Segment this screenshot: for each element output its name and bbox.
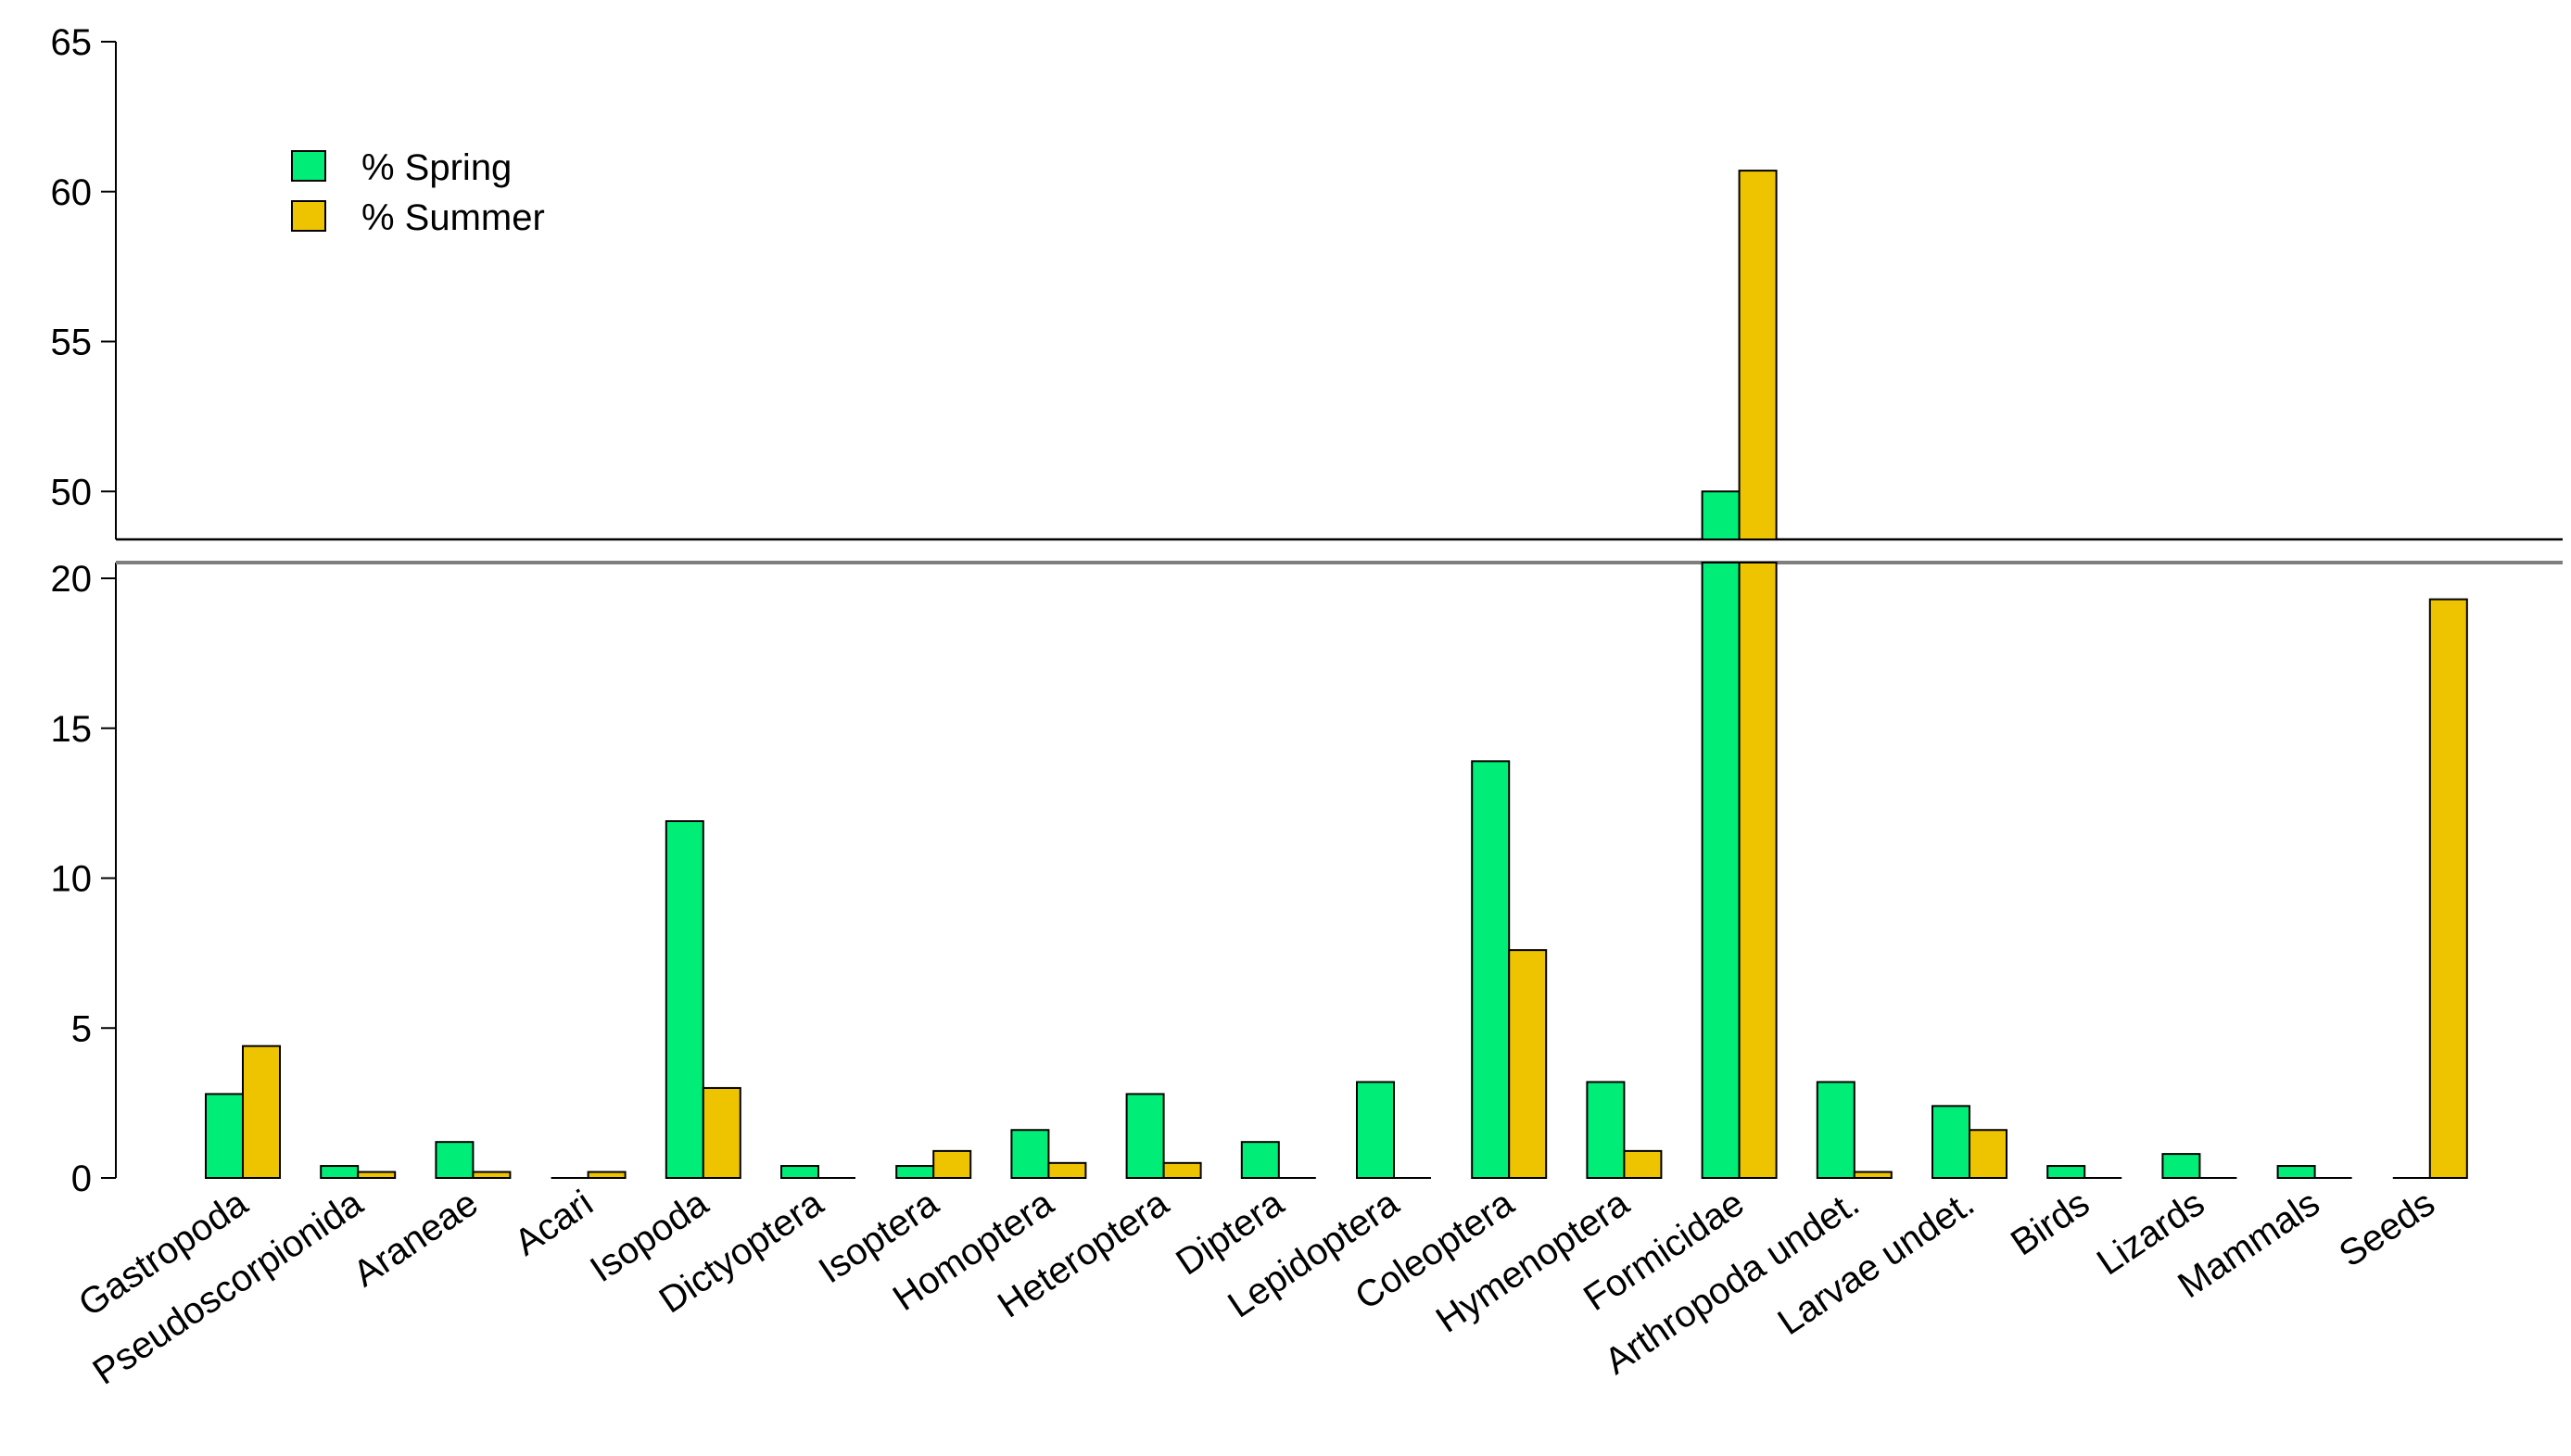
y-tick-label: 60 bbox=[51, 172, 93, 213]
bar-spring bbox=[780, 1165, 819, 1180]
y-tick-label: 15 bbox=[51, 709, 93, 750]
y-tick-label: 5 bbox=[71, 1008, 92, 1049]
bar-summer bbox=[242, 1045, 281, 1180]
x-tick-label: Acari bbox=[507, 1183, 600, 1263]
y-tick-label: 10 bbox=[51, 859, 93, 900]
legend-swatch-summer bbox=[291, 200, 326, 232]
y-tick-label: 0 bbox=[71, 1158, 92, 1199]
bar-summer bbox=[472, 1171, 512, 1180]
bar-summer bbox=[702, 1086, 741, 1179]
y-tick-label: 20 bbox=[51, 559, 93, 600]
bar-spring bbox=[1125, 1093, 1165, 1180]
legend-label-summer: % Summer bbox=[361, 197, 545, 238]
x-tick-label: Seeds bbox=[2332, 1183, 2442, 1275]
bar-summer bbox=[1047, 1161, 1087, 1179]
bar-spring bbox=[1356, 1081, 1395, 1179]
bar-spring bbox=[1010, 1129, 1050, 1179]
bar-spring bbox=[1701, 562, 1741, 1179]
bar-summer bbox=[587, 1171, 627, 1180]
bar-summer-upper bbox=[1738, 170, 1778, 540]
bars bbox=[205, 170, 2468, 1180]
bar-summer bbox=[2428, 598, 2468, 1179]
x-tick-label: Araneae bbox=[346, 1183, 485, 1295]
bar-spring bbox=[320, 1165, 360, 1180]
y-tick-label: 50 bbox=[51, 472, 93, 513]
x-tick-label: Hymenoptera bbox=[1429, 1183, 1637, 1341]
bar-summer bbox=[932, 1149, 972, 1180]
bar-spring bbox=[1586, 1081, 1626, 1179]
bar-spring bbox=[895, 1165, 935, 1180]
break-band bbox=[112, 539, 2563, 563]
bar-summer bbox=[1738, 562, 1778, 1179]
bar-summer bbox=[1969, 1129, 2007, 1179]
y-tick-label: 65 bbox=[51, 22, 93, 63]
legend: % Spring % Summer bbox=[291, 147, 545, 238]
bar-spring bbox=[1931, 1105, 1970, 1179]
bar-spring bbox=[2046, 1165, 2086, 1180]
bar-spring bbox=[2161, 1153, 2201, 1179]
bar-summer bbox=[1162, 1161, 1202, 1179]
bar-spring bbox=[205, 1093, 244, 1180]
x-tick-label: Larvae undet. bbox=[1771, 1183, 1982, 1343]
axis-break bbox=[112, 538, 2563, 564]
y-axis: 0 5 10 15 20 50 55 60 65 bbox=[51, 22, 117, 1199]
bar-summer bbox=[1853, 1171, 1893, 1180]
bar-spring bbox=[435, 1141, 475, 1180]
legend-swatch-spring bbox=[291, 150, 326, 182]
bar-spring-upper bbox=[1701, 490, 1741, 540]
bar-spring bbox=[665, 820, 704, 1179]
bar-summer bbox=[1508, 949, 1548, 1180]
bar-summer bbox=[1623, 1149, 1663, 1180]
x-tick-label: Birds bbox=[2004, 1183, 2096, 1263]
bar-spring bbox=[1240, 1141, 1280, 1180]
y-tick-label: 55 bbox=[51, 323, 93, 363]
legend-label-spring: % Spring bbox=[361, 147, 512, 188]
bar-spring bbox=[2276, 1165, 2316, 1180]
bar-spring bbox=[1816, 1081, 1855, 1179]
bar-summer bbox=[357, 1171, 397, 1180]
bar-spring bbox=[1471, 760, 1511, 1180]
